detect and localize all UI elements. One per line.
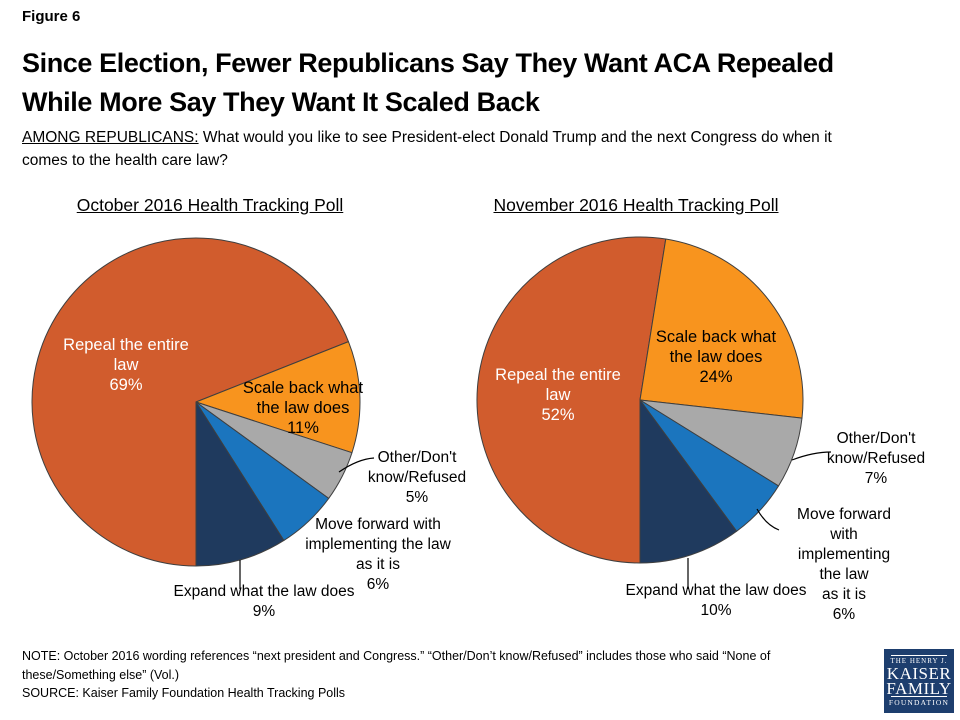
- footer: NOTE: October 2016 wording references “n…: [22, 647, 877, 703]
- source-text: SOURCE: Kaiser Family Foundation Health …: [22, 686, 346, 700]
- pie-slice-expand-law: [639, 399, 738, 564]
- pie-label-october-repeal: Repeal the entire law 69%: [63, 336, 189, 394]
- pie-label-october-move-forward: Move forward with implementing the law a…: [305, 516, 451, 593]
- pie-label-november-repeal: Repeal the entire law 52%: [495, 366, 621, 424]
- page-title: Since Election, Fewer Republicans Say Th…: [22, 48, 834, 117]
- pie-slice-repeal-entire-law: [476, 236, 667, 564]
- pie-label-october-scale-back: Scale back what the law does 11%: [242, 379, 364, 437]
- pie-chart-november: [476, 236, 804, 564]
- logo-divider: [891, 696, 947, 697]
- leader-line-november-move-forward: [756, 508, 780, 531]
- kff-logo: THE HENRY J. KAISER FAMILY FOUNDATION: [884, 649, 954, 713]
- pie-label-november-other: Other/Don't know/Refused 7%: [826, 430, 926, 487]
- pie-label-october-expand: Expand what the law does 9%: [173, 583, 355, 620]
- pie-slice-scale-back-law: [195, 341, 361, 454]
- pie-label-november-expand: Expand what the law does 10%: [625, 582, 807, 619]
- subtitle: AMONG REPUBLICANS: What would you like t…: [22, 126, 922, 172]
- logo-line-henry-j: THE HENRY J.: [890, 657, 948, 665]
- logo-line-family: FAMILY: [886, 679, 952, 698]
- chart-title-november: November 2016 Health Tracking Poll: [493, 195, 779, 215]
- subtitle-lead: AMONG REPUBLICANS:: [22, 129, 199, 146]
- leader-line-october-other: [338, 457, 375, 473]
- pie-slice-repeal-entire-law: [31, 237, 349, 567]
- pie-label-november-scale-back: Scale back what the law does 24%: [655, 328, 777, 386]
- subtitle-rest: What would you like to see President-ele…: [22, 129, 832, 169]
- pie-label-november-move-forward: Move forward with implementing the law a…: [797, 506, 891, 623]
- chart-title-october: October 2016 Health Tracking Poll: [76, 195, 344, 215]
- pie-chart-october: [31, 237, 361, 567]
- pie-label-october-other: Other/Don't know/Refused 5%: [367, 449, 467, 506]
- logo-divider: [891, 655, 947, 656]
- note-text: NOTE: October 2016 wording references “n…: [22, 649, 771, 682]
- figure-label: Figure 6: [22, 8, 81, 25]
- pie-slice-scale-back-law: [639, 238, 804, 419]
- pie-slice-expand-law: [195, 401, 285, 567]
- logo-line-kaiser: KAISER: [886, 664, 952, 683]
- logo-line-foundation: FOUNDATION: [888, 698, 950, 707]
- leader-line-november-other: [791, 451, 832, 461]
